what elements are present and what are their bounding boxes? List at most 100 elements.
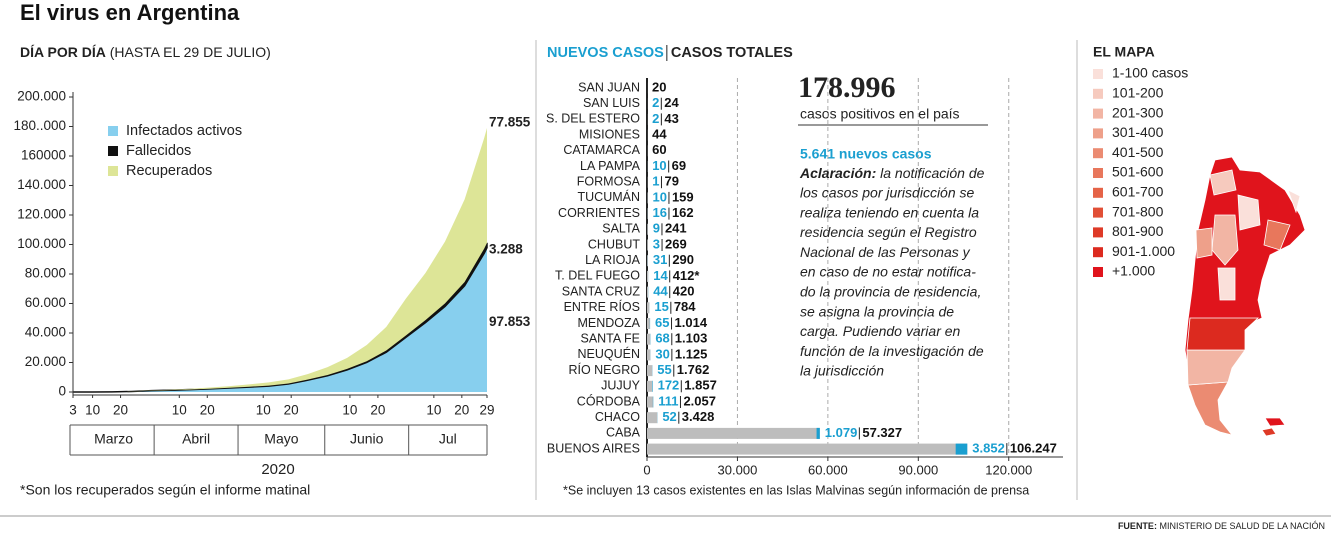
x-tick-label: 10 [85,403,100,418]
bar-total [647,443,968,455]
category-label: TUCUMÁN [578,189,641,204]
bar-total [647,396,654,408]
value-label: 3.288 [489,241,523,256]
province [1209,169,1237,196]
y-tick-label: 120.000 [17,207,66,222]
value-label: 16 [652,205,666,220]
note-label: Aclaración: [799,165,876,181]
value-label: 269 [665,236,687,251]
value-label: 15 [654,299,668,314]
value-label: 1.103 [675,331,708,346]
value-label: 52 [662,409,676,424]
y-tick-label: 180..000 [13,118,66,133]
category-label: JUJUY [601,379,641,393]
bar-total [647,302,650,314]
note-line: la jurisdicción [800,363,884,379]
note-line: en caso de no estar notifica- [800,264,976,280]
chart-subtitle: DÍA POR DÍA (HASTA EL 29 DE JULIO) [20,44,271,60]
category-label: MISIONES [579,127,640,141]
y-tick-label: 160000 [21,148,66,163]
value-label: 10 [652,158,666,173]
y-tick-label: 40.000 [25,325,66,340]
value-label: 172 [658,378,680,393]
bar-total [647,349,651,361]
value-label: 57.327 [862,425,902,440]
chart-note: *Son los recuperados según el informe ma… [20,482,310,498]
source-label: FUENTE: [1118,521,1157,531]
value-label: 44 [652,127,667,142]
bar-total [647,270,649,282]
note-line: función de la investigación de [800,343,984,359]
x-tick-label: 120.000 [985,462,1032,477]
map-legend-swatch [1093,187,1103,198]
value-label: 14 [653,268,668,283]
y-tick-label: 100.000 [17,236,66,251]
bar-total [647,223,648,235]
value-label: 2.057 [683,393,716,408]
map-legend-label: 1-100 casos [1112,65,1188,81]
x-tick-label: 10 [426,403,441,418]
value-label: 2 [652,111,659,126]
note-text: la notificación de [880,165,985,181]
map-legend-swatch [1093,69,1103,79]
value-label: 97.853 [489,314,531,329]
province [1261,427,1277,437]
bar-total [647,286,649,298]
x-tick-label: 20 [454,403,469,418]
category-label: BUENOS AIRES [547,441,640,455]
x-tick-label: 10 [342,403,357,418]
bar-total [647,427,820,439]
value-label: 31 [653,252,667,267]
map [1184,156,1306,437]
province [1287,189,1301,214]
value-label: 241 [665,221,687,236]
note-line: residencia según el Registro [800,224,977,240]
value-label: 1.125 [675,346,708,361]
legend-label: Fallecidos [126,143,191,159]
value-label: 24 [664,95,679,110]
value-label: 20 [652,79,666,94]
map-legend-label: +1.000 [1112,263,1155,279]
province [1187,381,1234,436]
category-label: CÓRDOBA [577,393,641,408]
legend-label: NUEVOS CASOS [547,45,664,61]
x-tick-label: 30.000 [718,462,758,477]
map-legend-swatch [1093,128,1103,139]
legend-label: Infectados activos [126,123,242,139]
value-label: 420 [673,284,695,299]
bar-total [647,412,658,424]
map-legend-label: 401-500 [1112,144,1164,160]
value-label: 784 [674,299,696,314]
value-label: 162 [672,205,694,220]
value-label: 412* [673,268,701,283]
area-series [73,247,487,392]
category-label: SANTA FE [580,331,640,345]
bar-new [652,380,653,392]
legend-swatch [108,126,118,136]
category-label: CABA [606,426,641,440]
map-legend-swatch [1093,247,1103,258]
x-tick-label: 20 [113,403,128,418]
map-title: EL MAPA [1093,44,1155,60]
x-tick-label: 60.000 [808,462,848,477]
x-tick-label: 10 [172,403,187,418]
x-tick-label: 29 [479,403,494,418]
value-label: 1.857 [684,378,717,393]
value-label: 60 [652,142,666,157]
note-line: realiza teniendo en cuenta la [800,204,979,220]
value-label: 77.855 [489,115,531,130]
value-label: 1 [652,174,659,189]
value-label: 1.079 [825,425,858,440]
map-legend-label: 301-400 [1112,124,1164,140]
value-label: 43 [664,111,678,126]
bar-total [647,365,653,377]
value-label: 79 [664,174,678,189]
map-legend-label: 101-200 [1112,85,1164,101]
bar-total [647,333,651,345]
category-label: MENDOZA [578,316,641,330]
x-tick-label: 20 [370,403,385,418]
category-label: CORRIENTES [558,206,640,220]
map-legend-swatch [1093,227,1103,238]
category-label: RÍO NEGRO [568,362,640,377]
